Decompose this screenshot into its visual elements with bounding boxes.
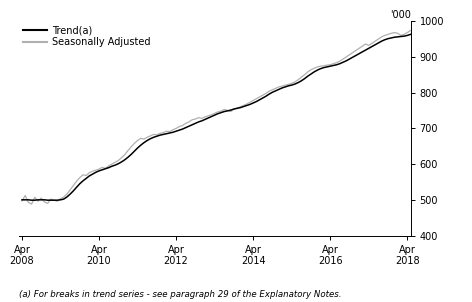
Text: '000: '000 [390, 10, 411, 20]
Text: (a) For breaks in trend series - see paragraph 29 of the Explanatory Notes.: (a) For breaks in trend series - see par… [19, 290, 341, 299]
Legend: Trend(a), Seasonally Adjusted: Trend(a), Seasonally Adjusted [22, 24, 152, 48]
